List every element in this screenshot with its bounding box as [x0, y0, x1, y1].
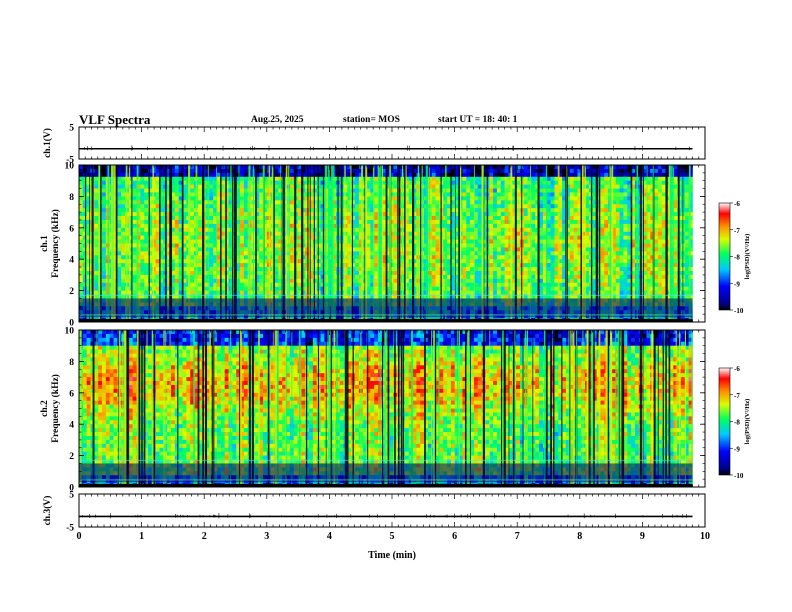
colorbar-label-text: log(PSD)(V²/Hz) — [744, 399, 751, 445]
y-axis-label: ch.1 — [40, 235, 50, 252]
y-axis-label: ch.1(V) — [42, 128, 53, 158]
y-axis-label: Frequency (kHz) — [50, 209, 61, 278]
y-tick-label: 2 — [69, 287, 74, 297]
colorbar-tick-label: -7 — [734, 392, 740, 400]
y-tick-label: 4 — [69, 421, 74, 431]
ch1-waveform-xaxis — [78, 127, 706, 159]
ch2-spectrogram-image — [79, 330, 693, 488]
x-tick-label: 10 — [700, 531, 710, 542]
ch1-spectrogram-image — [79, 165, 693, 323]
y-tick-label: 8 — [69, 193, 74, 203]
y-tick-label: 4 — [69, 256, 74, 266]
y-tick-label: 10 — [65, 162, 75, 172]
chart-title: VLF Spectra — [79, 112, 151, 127]
colorbar-tick-label: -9 — [734, 445, 740, 453]
date-label: Aug.25, 2025 — [251, 115, 304, 125]
x-tick-label: 0 — [77, 531, 82, 542]
colorbar-gradient — [718, 367, 731, 476]
ch2-spectrogram-ylabel: ch.2 Frequency (kHz) — [40, 374, 61, 443]
y-axis-label: ch.2 — [40, 400, 50, 417]
x-tick-label: 4 — [327, 531, 332, 542]
colorbar-tick-label: -10 — [734, 307, 744, 315]
y-tick-label: 5 — [69, 124, 74, 134]
low-frequency-band — [79, 463, 693, 483]
colorbar-label: log(PSD)(V²/Hz) — [744, 399, 751, 445]
low-frequency-band — [79, 298, 693, 318]
colorbar-tick-label: -6 — [734, 200, 740, 208]
ch1-spectrogram-ylabel: ch.1 Frequency (kHz) — [40, 209, 61, 278]
ch2-spectrogram-xaxis — [78, 330, 706, 487]
station-label: station= MOS — [343, 115, 400, 125]
colorbar-tick-label: -6 — [734, 365, 740, 373]
ch3-waveform-xaxis: 0 1 2 3 4 5 6 7 8 9 10 — [77, 494, 710, 542]
ch3-waveform-series — [79, 512, 693, 519]
colorbar-tick-label: -8 — [734, 419, 740, 427]
y-tick-label: -5 — [66, 524, 74, 534]
y-tick-label: 8 — [69, 358, 74, 368]
colorbar-tick-label: -7 — [734, 227, 740, 235]
y-axis-label: ch.3(V) — [42, 496, 53, 526]
x-tick-label: 9 — [640, 531, 645, 542]
x-tick-label: 3 — [264, 531, 269, 542]
start-time-label: start UT = 18: 40: 1 — [438, 115, 518, 125]
y-tick-label: 5 — [69, 491, 74, 501]
colorbar-label: log(PSD)(V²/Hz) — [744, 234, 751, 280]
ch1-spectrogram-yaxis: 0 2 4 6 8 10 — [65, 162, 705, 329]
ch3-waveform-ylabel: ch.3(V) — [42, 496, 53, 526]
x-tick-label: 1 — [139, 531, 144, 542]
ch1-waveform-series — [79, 145, 693, 151]
ch2-spectrogram-colorbar: -6 -7 -8 -9 -10 log(PSD)(V²/Hz) — [718, 365, 751, 480]
x-tick-label: 6 — [452, 531, 457, 542]
colorbar-tick-label: -10 — [734, 472, 744, 480]
y-tick-label: -5 — [66, 156, 74, 166]
x-tick-label: 8 — [577, 531, 582, 542]
ch1-waveform-ylabel: ch.1(V) — [42, 128, 53, 158]
colorbar-tick-label: -8 — [734, 254, 740, 262]
y-tick-label: 6 — [69, 389, 74, 399]
x-tick-label: 7 — [515, 531, 520, 542]
x-tick-label: 5 — [390, 531, 395, 542]
y-axis-label: Frequency (kHz) — [50, 374, 61, 443]
y-tick-label: 6 — [69, 224, 74, 234]
ch1-spectrogram-colorbar: -6 -7 -8 -9 -10 log(PSD)(V²/Hz) — [718, 200, 751, 315]
y-tick-label: 0 — [69, 319, 74, 329]
y-tick-label: 2 — [69, 452, 74, 462]
ch1-spectrogram-xaxis — [78, 165, 706, 322]
y-tick-label: 10 — [65, 327, 75, 337]
colorbar-gradient — [718, 202, 731, 311]
colorbar-tick-label: -9 — [734, 280, 740, 288]
x-tick-label: 2 — [202, 531, 207, 542]
y-tick-label: 0 — [69, 484, 74, 494]
colorbar-label-text: log(PSD)(V²/Hz) — [744, 234, 751, 280]
x-axis-title: Time (min) — [368, 550, 416, 561]
